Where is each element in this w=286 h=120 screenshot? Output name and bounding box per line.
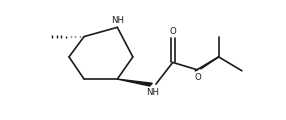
Text: NH: NH bbox=[146, 88, 159, 97]
Text: O: O bbox=[169, 27, 176, 36]
Text: O: O bbox=[194, 73, 201, 82]
Text: NH: NH bbox=[112, 16, 124, 25]
Polygon shape bbox=[117, 79, 152, 86]
